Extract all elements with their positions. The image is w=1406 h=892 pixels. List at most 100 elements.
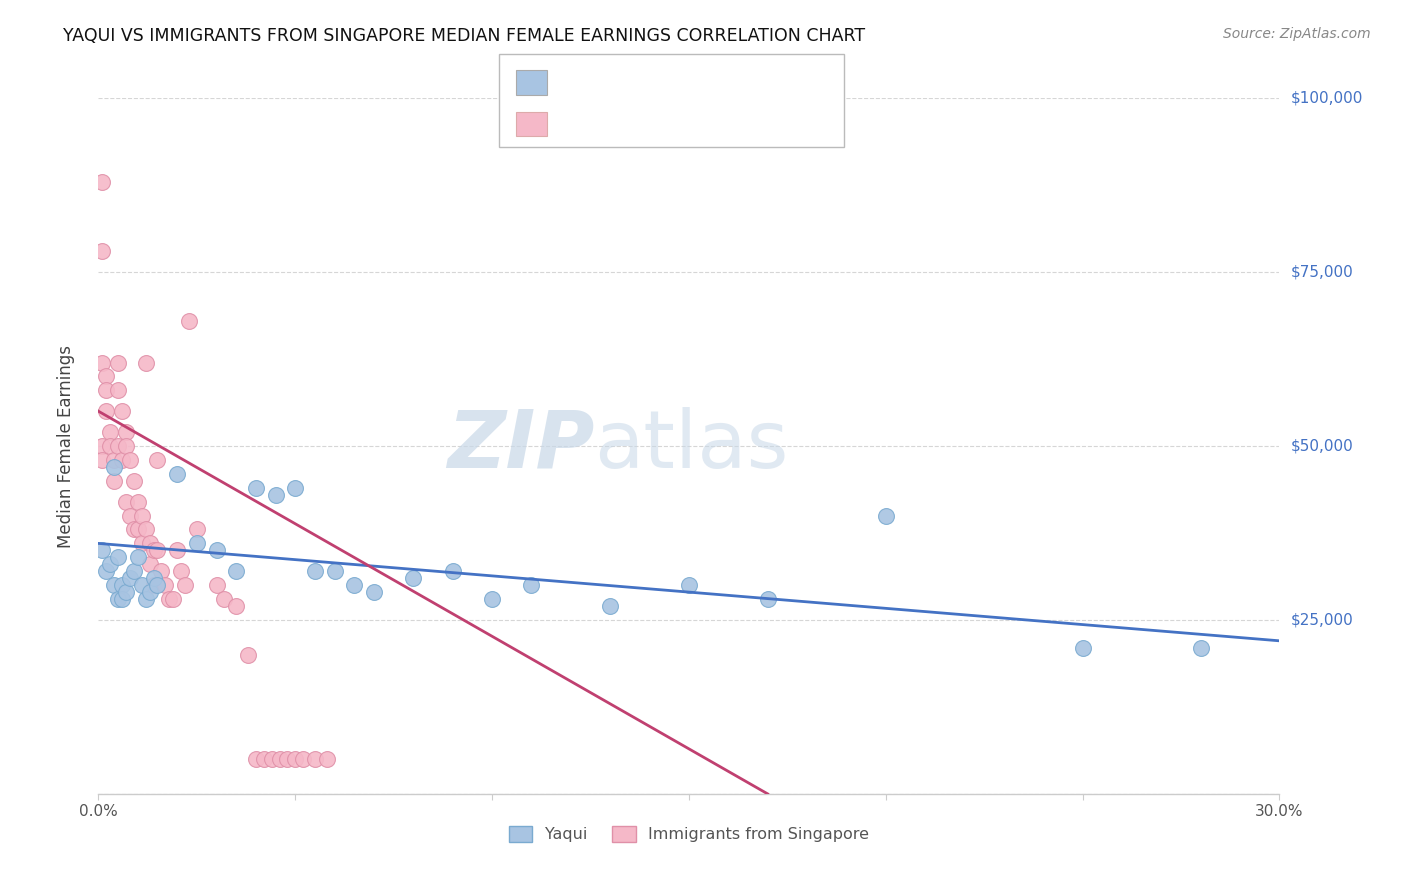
- Point: [253, 752, 276, 766]
- Point: [115, 425, 138, 439]
- Point: [170, 564, 193, 578]
- Point: [236, 648, 259, 662]
- Point: [214, 592, 236, 607]
- Point: [225, 564, 247, 578]
- Point: [115, 439, 138, 453]
- Point: [875, 508, 897, 523]
- Point: [127, 550, 149, 565]
- Point: [441, 564, 464, 578]
- Point: [402, 571, 425, 585]
- Point: [150, 564, 173, 578]
- Point: [127, 494, 149, 508]
- Legend: Yaqui, Immigrants from Singapore: Yaqui, Immigrants from Singapore: [502, 819, 876, 848]
- Point: [155, 578, 177, 592]
- Point: [96, 369, 118, 384]
- Point: [111, 578, 134, 592]
- Point: [91, 244, 114, 259]
- Point: [186, 536, 208, 550]
- Point: [107, 384, 129, 398]
- Point: [138, 558, 160, 572]
- Point: [166, 467, 188, 481]
- Point: [122, 564, 145, 578]
- Point: [127, 523, 149, 537]
- Point: [269, 752, 291, 766]
- Point: [91, 175, 114, 189]
- Point: [343, 578, 366, 592]
- Point: [315, 752, 337, 766]
- Point: [91, 543, 114, 558]
- Point: [1189, 640, 1212, 655]
- Point: [135, 523, 157, 537]
- Point: [177, 314, 200, 328]
- Point: [107, 355, 129, 369]
- Point: [304, 564, 326, 578]
- Point: [118, 571, 141, 585]
- Point: [225, 599, 247, 613]
- Point: [292, 752, 315, 766]
- Point: [91, 453, 114, 467]
- Point: [98, 439, 121, 453]
- Text: R =: R =: [561, 75, 596, 89]
- Point: [166, 543, 188, 558]
- Text: YAQUI VS IMMIGRANTS FROM SINGAPORE MEDIAN FEMALE EARNINGS CORRELATION CHART: YAQUI VS IMMIGRANTS FROM SINGAPORE MEDIA…: [63, 27, 866, 45]
- Point: [146, 578, 169, 592]
- Point: [481, 592, 503, 607]
- Point: [96, 384, 118, 398]
- Point: [103, 459, 125, 474]
- Point: [284, 481, 307, 495]
- Point: [135, 355, 157, 369]
- Point: [131, 578, 153, 592]
- Point: [122, 523, 145, 537]
- Point: [599, 599, 621, 613]
- Point: [91, 355, 114, 369]
- Point: [103, 474, 125, 488]
- Text: Source: ZipAtlas.com: Source: ZipAtlas.com: [1223, 27, 1371, 41]
- Text: atlas: atlas: [595, 407, 789, 485]
- Point: [115, 494, 138, 508]
- Point: [115, 585, 138, 599]
- Point: [135, 592, 157, 607]
- Y-axis label: Median Female Earnings: Median Female Earnings: [56, 344, 75, 548]
- Point: [103, 578, 125, 592]
- Point: [1071, 640, 1094, 655]
- Point: [107, 592, 129, 607]
- Point: [323, 564, 346, 578]
- Point: [146, 453, 169, 467]
- Point: [111, 453, 134, 467]
- Point: [146, 543, 169, 558]
- Text: $100,000: $100,000: [1291, 91, 1362, 105]
- Point: [131, 508, 153, 523]
- Point: [131, 536, 153, 550]
- Text: $25,000: $25,000: [1291, 613, 1354, 627]
- Point: [142, 543, 165, 558]
- Point: [162, 592, 184, 607]
- Point: [98, 425, 121, 439]
- Point: [111, 404, 134, 418]
- Text: -0.288: -0.288: [603, 75, 655, 89]
- Point: [284, 752, 307, 766]
- Point: [107, 439, 129, 453]
- Point: [205, 578, 228, 592]
- Point: [260, 752, 283, 766]
- Point: [138, 585, 160, 599]
- Text: R =: R =: [561, 117, 596, 131]
- Text: N =: N =: [682, 75, 728, 89]
- Point: [756, 592, 779, 607]
- Point: [118, 453, 141, 467]
- Point: [96, 564, 118, 578]
- Point: [122, 474, 145, 488]
- Text: 39: 39: [727, 75, 747, 89]
- Point: [118, 508, 141, 523]
- Point: [520, 578, 543, 592]
- Text: ZIP: ZIP: [447, 407, 595, 485]
- Point: [174, 578, 197, 592]
- Text: -0.498: -0.498: [603, 117, 655, 131]
- Point: [678, 578, 700, 592]
- Point: [103, 453, 125, 467]
- Point: [111, 592, 134, 607]
- Text: $75,000: $75,000: [1291, 265, 1354, 279]
- Point: [96, 404, 118, 418]
- Point: [186, 523, 208, 537]
- Point: [245, 481, 267, 495]
- Point: [98, 558, 121, 572]
